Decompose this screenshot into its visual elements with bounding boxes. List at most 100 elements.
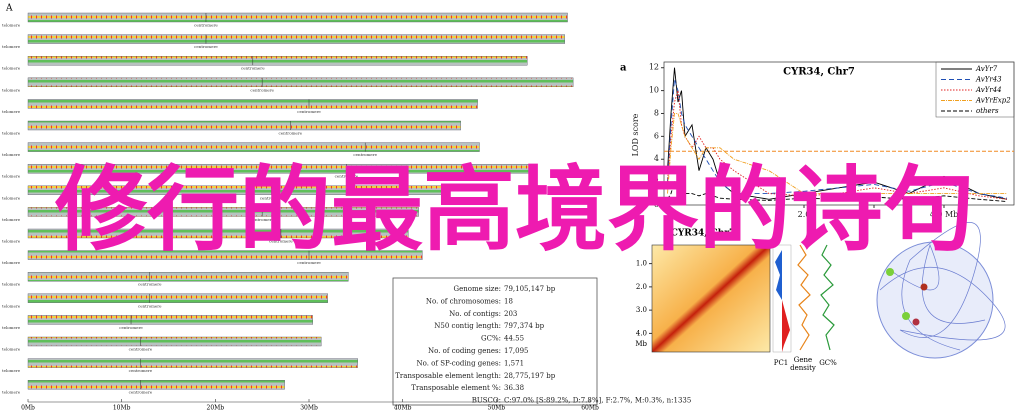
lod-line [667, 67, 1008, 200]
legend-label: AvYrExp2 [975, 97, 1011, 105]
gene-density-track [797, 244, 811, 351]
legend-label: AvYr44 [975, 86, 1002, 94]
centromere-label: centromere [129, 390, 153, 395]
centromere-label: centromere [194, 44, 218, 49]
centromere-label: centromere [250, 217, 274, 222]
table-value: 36.38 [504, 384, 524, 392]
table-value: 797,374 bp [504, 322, 545, 330]
table-value: 79,105,147 bp [504, 285, 556, 293]
node [912, 318, 920, 326]
centromere-label: centromere [138, 303, 162, 308]
telomere-label: telomere [2, 282, 21, 287]
legend-label: AvYr43 [975, 76, 1002, 84]
centromere-label: centromere [260, 195, 284, 200]
telomere-label: telomere [2, 23, 21, 28]
track-label: density [790, 364, 816, 372]
telomere-label: telomere [2, 260, 21, 265]
centromere-label: centromere [138, 282, 162, 287]
legend-label: others [976, 107, 999, 115]
telomere-label: telomere [2, 131, 21, 136]
chromosome-bar [27, 56, 528, 66]
centromere-label: centromere [129, 347, 153, 352]
chart-title: CYR34, Chr7 [783, 67, 855, 78]
table-value: 28,775,197 bp [504, 372, 556, 380]
telomere-label: telomere [2, 87, 21, 92]
table-key: No. of SP-coding genes: [417, 359, 501, 367]
x-tick-label: 40Mb [394, 405, 412, 412]
legend-label: AvYr7 [975, 65, 998, 73]
table-key: Genome size: [454, 285, 501, 293]
table-key: Transposable element %: [411, 384, 501, 392]
gc-track [820, 244, 835, 351]
chromosome-bar [27, 12, 568, 23]
centromere-label: centromere [297, 109, 321, 114]
unit-label: Mb [635, 340, 647, 348]
centromere-label: centromere [335, 174, 359, 179]
lod-line [667, 181, 1008, 203]
centromere-label: centromere [353, 152, 377, 157]
telomere-label: telomere [2, 217, 21, 222]
centromere-label: centromere [278, 131, 302, 136]
plot-frame [663, 61, 1015, 206]
chromosome-bar [27, 185, 446, 196]
heatmap-title: CYR34, Chr7 [671, 229, 736, 239]
chromosome-bar [27, 207, 419, 217]
x-tick-label: 4.0 Mb [930, 210, 959, 219]
centromere-label: centromere [129, 368, 153, 373]
centromere-label: centromere [194, 23, 218, 28]
telomere-label: telomere [2, 152, 21, 157]
node [920, 283, 928, 291]
telomere-label: telomere [2, 239, 21, 244]
table-key: GC%: [481, 335, 501, 343]
overlay-caption: 修行的最高境界的诗句 [55, 156, 975, 263]
chromosome-bar [27, 315, 313, 325]
telomere-label: telomere [2, 368, 21, 373]
y-tick-label: 1.0 [636, 260, 647, 268]
centromere-label: centromere [269, 239, 293, 244]
telomere-label: telomere [2, 325, 21, 330]
chromosome-bar [27, 228, 409, 239]
centromere-label: centromere [241, 66, 265, 71]
network [876, 222, 1006, 359]
table-value: C:97.0% [S:89.2%, D:7.8%], F:2.7%, M:0.3… [504, 397, 691, 405]
chromosome-bar [27, 99, 478, 109]
telomere-label: telomere [2, 303, 21, 308]
table-key: No. of chromosomes: [426, 297, 501, 305]
table-value: 1,571 [504, 359, 524, 367]
chromosome-bar [27, 142, 480, 152]
chromosome-bar [27, 336, 322, 347]
telomere-label: telomere [2, 66, 21, 71]
table-value: 44.55 [504, 335, 524, 343]
pc1-negative [782, 300, 790, 352]
telomere-label: telomere [2, 174, 21, 179]
y-tick-label: 0 [654, 200, 659, 209]
y-tick-label: 3.0 [636, 306, 647, 314]
table-key: BUSCO: [472, 397, 501, 405]
chromosome-bar [27, 34, 565, 44]
table-value: 203 [504, 310, 517, 318]
chromosome-bar [27, 163, 536, 174]
y-tick-label: 2.0 [636, 283, 647, 291]
table-key: No. of coding genes: [428, 347, 501, 355]
track-label: GC% [819, 359, 837, 367]
pc1-positive [775, 250, 782, 300]
y-tick-label: 2 [654, 177, 659, 186]
y-tick-label: 4 [654, 154, 659, 163]
x-tick-label: 60Mb [581, 405, 599, 412]
node [902, 312, 910, 320]
panel-label: A [5, 4, 13, 14]
telomere-label: telomere [2, 390, 21, 395]
chromosome-bar [27, 293, 328, 303]
x-tick-label: 3.0 [868, 210, 881, 219]
y-tick-label: 4.0 [636, 329, 647, 337]
panel-label: a [620, 63, 627, 74]
y-tick-label: 6 [654, 131, 659, 140]
heatmap [651, 244, 835, 353]
track-label: Gene [794, 356, 812, 364]
node [886, 268, 894, 276]
centromere-label: centromere [250, 87, 274, 92]
centromere-label: centromere [119, 325, 143, 330]
lod-line [667, 90, 1008, 200]
x-tick-label: 30Mb [300, 405, 318, 412]
x-tick-label: 20Mb [207, 405, 225, 412]
